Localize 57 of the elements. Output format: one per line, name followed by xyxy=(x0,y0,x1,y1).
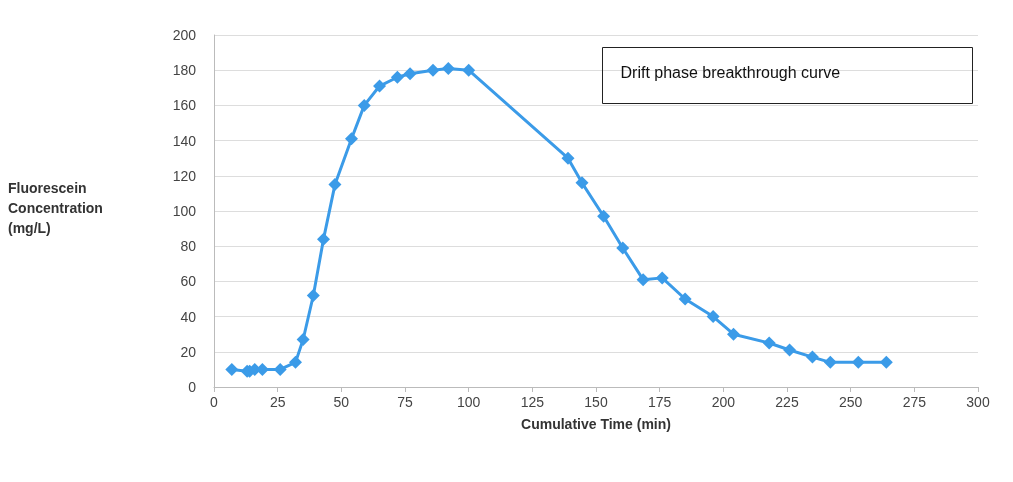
y-tick-label: 120 xyxy=(172,167,197,184)
point xyxy=(328,178,342,192)
point xyxy=(373,79,387,93)
point xyxy=(296,332,310,346)
point xyxy=(616,241,630,255)
point xyxy=(851,355,865,369)
y-tick-label: 20 xyxy=(180,343,197,360)
point xyxy=(678,292,692,306)
x-tick-label: 125 xyxy=(520,394,545,410)
y-tick-label: 140 xyxy=(172,132,197,149)
x-axis-title: Cumulative Time (min) xyxy=(521,416,671,432)
point xyxy=(441,61,455,75)
point xyxy=(462,63,476,77)
x-tick-label: 25 xyxy=(269,394,286,410)
y-tick-label: 100 xyxy=(172,203,197,219)
point xyxy=(317,232,331,246)
point xyxy=(345,132,359,146)
y-tick-label: 0 xyxy=(188,379,197,395)
point xyxy=(288,355,302,369)
y-tick-label: 180 xyxy=(172,62,197,79)
y-axis-title: Fluorescein Concentration (mg/L) xyxy=(8,180,103,236)
point xyxy=(879,355,893,369)
x-tick-label: 75 xyxy=(397,394,413,410)
x-tick-label: 50 xyxy=(333,394,350,410)
point xyxy=(636,273,650,287)
point xyxy=(306,288,320,302)
point xyxy=(426,63,440,77)
y-tick-label: 80 xyxy=(180,238,197,255)
point xyxy=(597,209,611,223)
point xyxy=(727,327,741,341)
x-tick-label: 275 xyxy=(902,394,927,410)
y-tick-label: 200 xyxy=(172,27,197,43)
y-tick-label: 60 xyxy=(180,273,197,290)
x-tick-label: 175 xyxy=(647,394,672,410)
annotation: Drift phase breakthrough curve xyxy=(620,64,841,81)
point xyxy=(783,343,797,357)
point xyxy=(225,362,239,376)
point xyxy=(823,355,837,369)
point xyxy=(706,310,720,324)
y-tick-label: 160 xyxy=(172,97,197,114)
x-tick-label: 200 xyxy=(711,394,736,410)
x-tick-label: 150 xyxy=(584,394,608,410)
point xyxy=(575,176,589,190)
point xyxy=(273,362,287,376)
point xyxy=(357,98,371,112)
point xyxy=(805,350,819,364)
x-tick-label: 0 xyxy=(210,394,219,410)
x-tick-label: 300 xyxy=(966,394,990,410)
x-tick-label: 250 xyxy=(838,394,863,410)
point xyxy=(655,271,669,285)
point xyxy=(390,70,404,84)
x-tick-label: 225 xyxy=(775,394,799,410)
point xyxy=(403,67,417,81)
x-tick-label: 100 xyxy=(456,394,481,410)
point xyxy=(561,151,575,165)
point xyxy=(762,336,776,350)
y-tick-label: 40 xyxy=(180,308,197,325)
